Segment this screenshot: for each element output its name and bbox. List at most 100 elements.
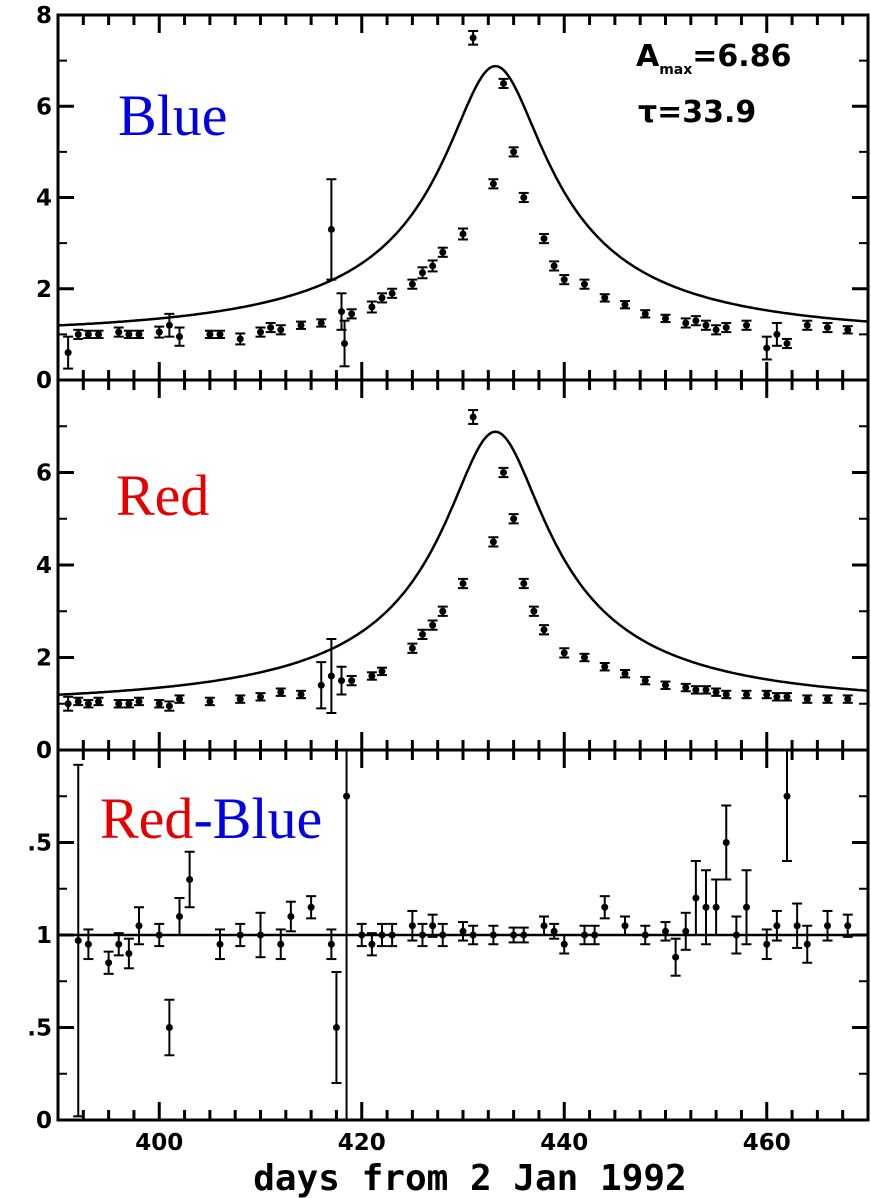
x-tick-label: 460 bbox=[743, 1130, 791, 1156]
data-point bbox=[662, 681, 669, 689]
data-point bbox=[64, 349, 72, 357]
data-point bbox=[581, 280, 588, 288]
data-point bbox=[682, 684, 690, 692]
data-point bbox=[368, 940, 376, 948]
data-point bbox=[419, 269, 426, 277]
data-point bbox=[206, 697, 214, 705]
data-point bbox=[74, 697, 82, 705]
data-point bbox=[297, 691, 305, 698]
data-point bbox=[560, 649, 568, 657]
data-point bbox=[692, 894, 700, 902]
data-point bbox=[459, 230, 467, 238]
data-point bbox=[803, 940, 811, 948]
data-point bbox=[317, 681, 325, 689]
data-point bbox=[803, 695, 811, 703]
fit-curve-0 bbox=[57, 64, 869, 327]
data-point bbox=[419, 630, 426, 638]
data-point bbox=[439, 248, 447, 256]
data-point bbox=[601, 663, 609, 671]
data-point bbox=[469, 34, 477, 42]
data-point bbox=[510, 931, 518, 939]
data-point bbox=[824, 324, 831, 332]
data-point bbox=[135, 697, 143, 705]
data-point bbox=[560, 940, 568, 948]
data-point bbox=[773, 693, 781, 701]
data-point bbox=[783, 792, 791, 800]
data-point bbox=[368, 672, 376, 680]
data-point bbox=[419, 931, 426, 939]
data-point bbox=[74, 937, 82, 945]
data-point bbox=[520, 580, 528, 587]
data-point bbox=[520, 931, 528, 939]
data-point bbox=[489, 180, 497, 188]
data-point bbox=[773, 922, 781, 930]
data-point bbox=[824, 922, 831, 930]
data-point bbox=[672, 953, 680, 961]
data-point bbox=[84, 700, 92, 708]
data-point bbox=[773, 330, 781, 338]
data-point bbox=[489, 931, 497, 939]
data-point bbox=[601, 294, 609, 302]
data-point bbox=[206, 330, 214, 338]
data-point bbox=[84, 330, 92, 338]
data-point bbox=[176, 333, 183, 341]
data-point bbox=[743, 903, 750, 911]
data-point bbox=[165, 1024, 173, 1031]
data-point bbox=[115, 700, 123, 708]
data-point bbox=[327, 940, 335, 948]
data-point bbox=[459, 927, 467, 935]
y-tick-label: 0 bbox=[36, 1108, 52, 1134]
data-point bbox=[216, 330, 224, 338]
data-point bbox=[165, 321, 173, 329]
data-point bbox=[135, 330, 143, 338]
data-point bbox=[712, 688, 720, 696]
data-point bbox=[257, 931, 264, 939]
data-point bbox=[429, 621, 437, 629]
y-tick-label: 4 bbox=[36, 553, 52, 579]
data-point bbox=[125, 700, 133, 708]
data-point bbox=[824, 695, 831, 703]
data-point bbox=[186, 876, 194, 883]
data-point bbox=[621, 922, 629, 930]
panel-label-blue: Blue bbox=[118, 83, 228, 148]
y-tick-label: 0 bbox=[36, 738, 52, 764]
data-point bbox=[429, 922, 437, 930]
data-point bbox=[702, 903, 710, 911]
data-point bbox=[692, 686, 700, 694]
data-point bbox=[257, 328, 264, 336]
data-point bbox=[844, 326, 852, 334]
data-point bbox=[540, 626, 548, 634]
amax-symbol: A bbox=[636, 39, 660, 74]
data-point bbox=[601, 903, 609, 911]
y-tick-label: 2 bbox=[36, 277, 52, 303]
data-point bbox=[115, 328, 123, 336]
data-point bbox=[125, 950, 133, 957]
data-point bbox=[277, 688, 285, 696]
amax-value: =6.86 bbox=[692, 39, 791, 74]
data-point bbox=[469, 413, 477, 421]
data-point bbox=[307, 903, 315, 911]
x-tick-label: 400 bbox=[135, 1130, 183, 1156]
data-point bbox=[408, 922, 416, 930]
data-point bbox=[510, 515, 518, 523]
data-point bbox=[267, 324, 275, 332]
data-point bbox=[236, 335, 244, 343]
panel-label-red: Red bbox=[116, 463, 209, 528]
data-point bbox=[510, 148, 518, 156]
data-point bbox=[439, 931, 447, 939]
y-tick-label: 0 bbox=[36, 368, 52, 394]
data-point bbox=[74, 330, 82, 338]
panel-label-blue-part: -Blue bbox=[193, 786, 322, 851]
data-point bbox=[722, 691, 730, 698]
y-tick-label: 6 bbox=[36, 94, 52, 120]
data-point bbox=[327, 672, 335, 680]
y-tick-label: .5 bbox=[27, 1016, 52, 1042]
data-point bbox=[712, 903, 720, 911]
data-point bbox=[520, 194, 528, 201]
data-point bbox=[702, 686, 710, 694]
data-point bbox=[236, 931, 244, 939]
amax-annotation: Amax=6.86 bbox=[636, 39, 791, 78]
data-point bbox=[105, 959, 113, 967]
tau-annotation: τ=33.9 bbox=[638, 95, 756, 130]
